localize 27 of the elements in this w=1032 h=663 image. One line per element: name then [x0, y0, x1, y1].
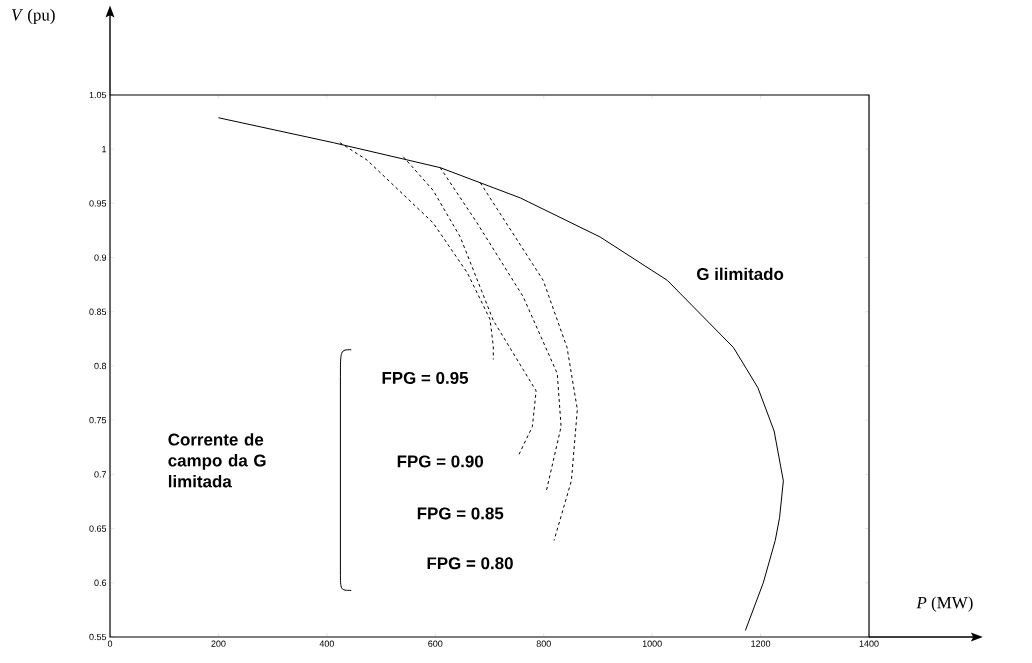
- x-tick-label: 600: [428, 640, 443, 647]
- y-tick-label: 0.9: [94, 254, 107, 261]
- y-tick-label: 0.65: [89, 525, 107, 532]
- y-tick-label: 0.85: [89, 308, 107, 315]
- x-tick-label: 1000: [642, 640, 662, 647]
- text: FPG = 0.85: [417, 507, 504, 520]
- y-tick-label: 0.95: [89, 200, 107, 207]
- x-tick-label: 200: [211, 640, 226, 647]
- series-label: G ilimitado: [697, 267, 784, 281]
- x-axis-title: P (MW): [916, 596, 973, 612]
- y-axis-title: V (pu): [11, 8, 55, 25]
- annotation: Corrente de campo da G limitada: [168, 433, 266, 488]
- y-tick-label: 1: [102, 146, 107, 153]
- series-label: FPG = 0.95: [382, 371, 469, 384]
- x-tick-label: 0: [107, 640, 113, 647]
- y-tick-label: 0.8: [94, 362, 107, 370]
- x-tick-label: 1400: [859, 640, 879, 647]
- y-tick-label: 0.7: [94, 471, 107, 478]
- y-tick-label: 1.05: [89, 91, 107, 99]
- y-tick-label: 0.75: [89, 417, 107, 424]
- x-tick-label: 800: [536, 640, 551, 647]
- text: FPG = 0.90: [397, 455, 484, 468]
- x-tick-label: 1200: [751, 640, 771, 647]
- y-tick-label: 0.6: [94, 579, 107, 586]
- x-tick-label: 400: [319, 640, 334, 647]
- text: FPG = 0.80: [427, 557, 513, 570]
- y-tick-label: 0.55: [89, 633, 107, 641]
